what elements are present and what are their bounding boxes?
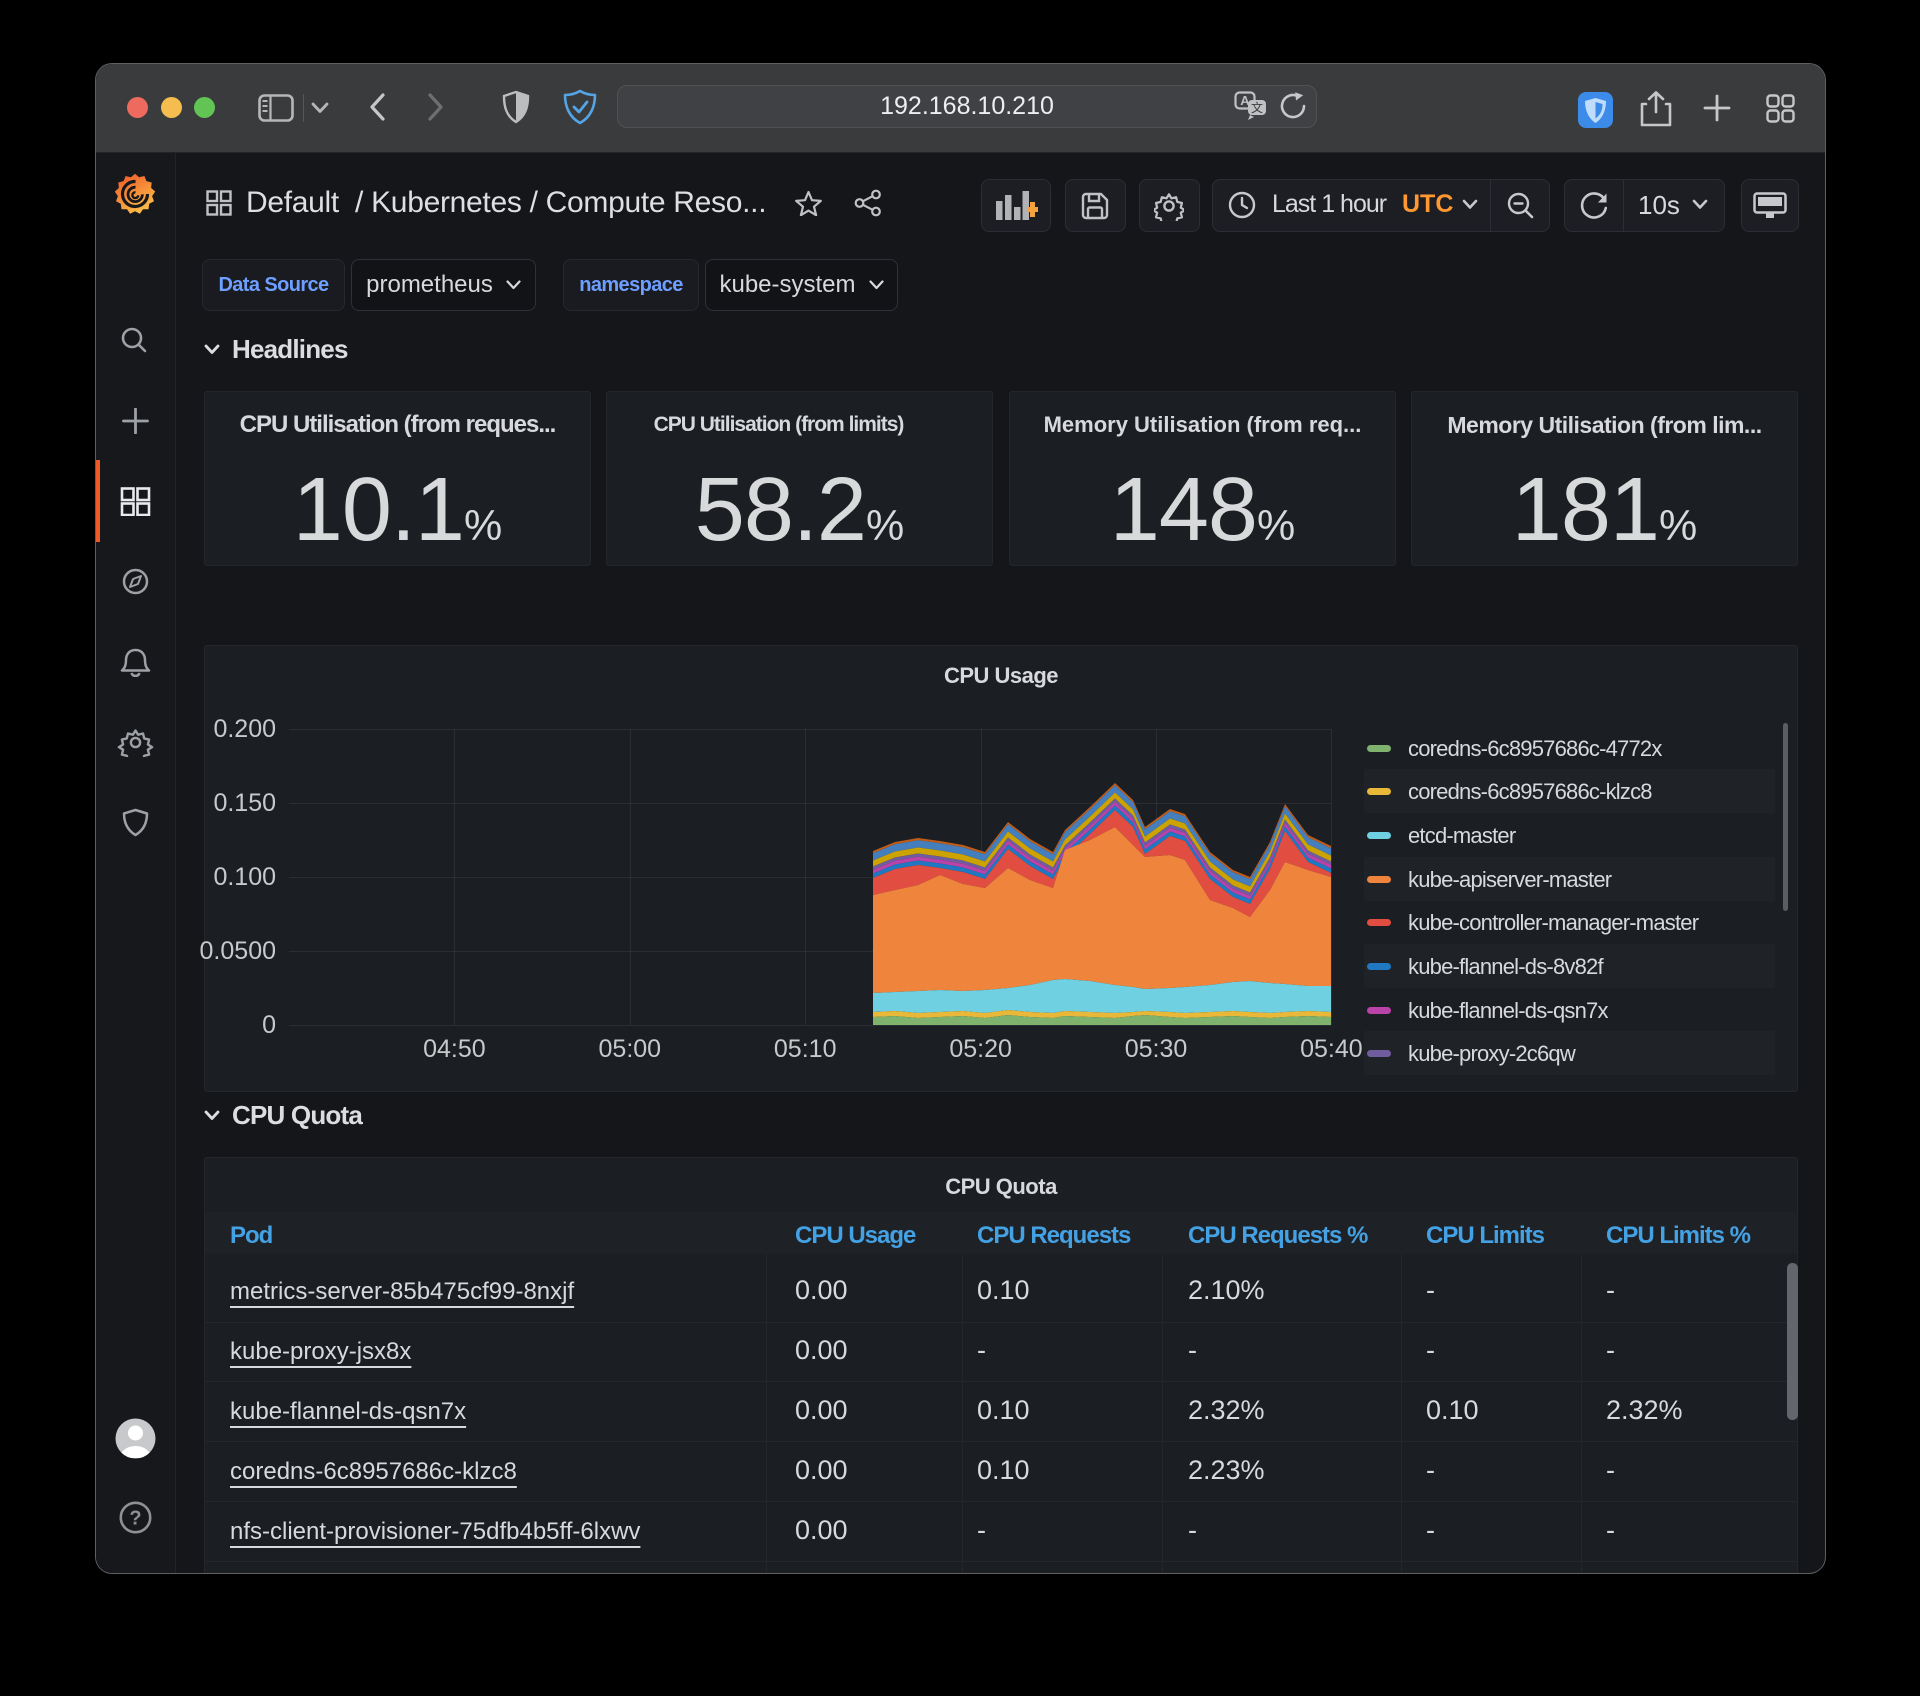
- svg-text:?: ?: [129, 1508, 141, 1530]
- svg-text:A: A: [1240, 93, 1250, 108]
- svg-text:文: 文: [1251, 100, 1263, 115]
